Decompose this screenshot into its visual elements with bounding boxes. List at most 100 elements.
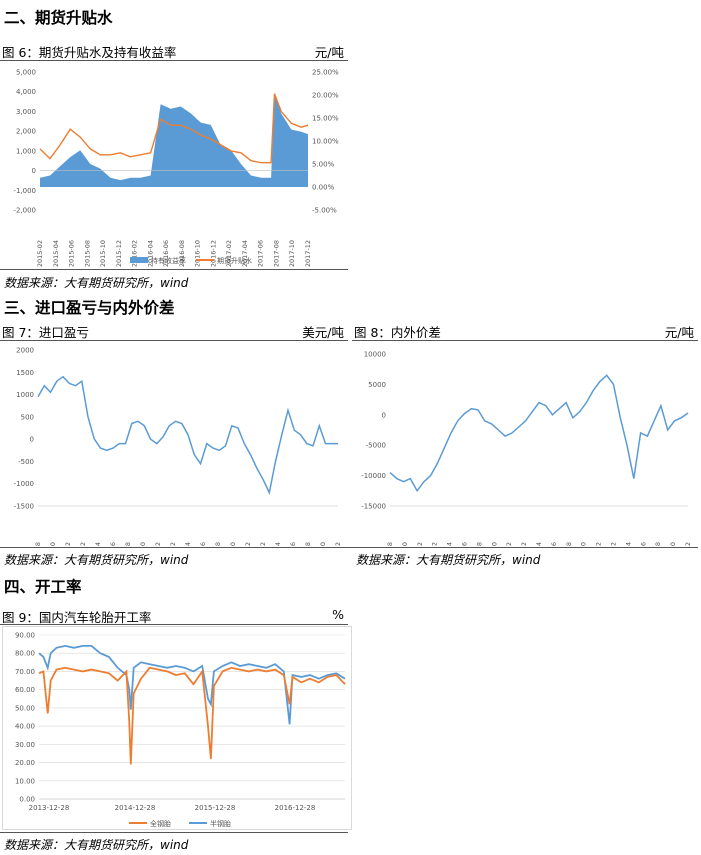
x-tick-label: 2015-12-28 xyxy=(195,804,236,812)
y-tick-label: 80.00 xyxy=(15,650,35,658)
figure-6-unit: 元/吨 xyxy=(314,45,344,60)
legend-label-semi-steel: 半钢胎 xyxy=(210,819,231,828)
x-tick-label: 2015-10 xyxy=(99,240,107,267)
x-tick-label: 2015-6 xyxy=(109,542,117,546)
series-line-import-profit xyxy=(37,375,338,495)
x-tick-label: 2017-2 xyxy=(610,542,618,546)
x-tick-label: 2016-12 xyxy=(244,542,252,546)
y-tick-label: 40.00 xyxy=(15,723,35,731)
x-tick-label: 2014-10 xyxy=(49,542,57,546)
x-tick-label: 2017-04 xyxy=(241,240,249,267)
y-tick-label: 2000 xyxy=(16,347,34,355)
x-tick-label: 2015-04 xyxy=(52,240,60,267)
x-tick-label: 2015-10 xyxy=(490,542,498,546)
source-note-fig8: 数据来源：大有期货研究所，wind xyxy=(356,553,541,567)
x-tick-label: 2017-12 xyxy=(684,542,692,546)
series-line-semi-steel xyxy=(38,644,346,725)
x-tick-label: 2015-06 xyxy=(68,240,76,267)
figure-6-title: 图 6：期货升贴水及持有收益率 xyxy=(2,45,177,60)
x-tick-label: 2016-10 xyxy=(580,542,588,546)
legend-label-all-steel: 全钢胎 xyxy=(150,819,171,828)
x-tick-label: 2016-02 xyxy=(131,240,139,267)
x-tick-label: 2016-6 xyxy=(199,542,207,546)
y2-tick-label: 25.00% xyxy=(312,69,339,77)
x-tick-label: 2015-2 xyxy=(79,542,87,546)
x-tick-label: 2014-12 xyxy=(416,542,424,546)
y-tick-label: 10.00 xyxy=(15,777,35,785)
section-heading-import-profit: 三、进口盈亏与内外价差 xyxy=(4,299,175,317)
figure-9-top-rule xyxy=(0,624,348,625)
x-tick-label: 2017-6 xyxy=(289,542,297,546)
figure-8-title: 图 8：内外价差 xyxy=(354,325,441,340)
y-tick-label: 500 xyxy=(21,413,34,421)
x-tick-label: 2017-8 xyxy=(654,542,662,546)
legend-label-holding-yield: 持有收益率 xyxy=(151,256,186,265)
source-note-fig7: 数据来源：大有期货研究所，wind xyxy=(4,553,189,567)
y-tick-label: 50.00 xyxy=(15,704,35,712)
x-tick-label: 2016-8 xyxy=(565,542,573,546)
x-tick-label: 2017-10 xyxy=(319,542,327,546)
x-tick-label: 2017-2 xyxy=(259,542,267,546)
x-tick-label: 2017-10 xyxy=(288,240,296,267)
x-tick-label: 2017-6 xyxy=(639,542,647,546)
y-tick-label: 5,000 xyxy=(16,69,36,77)
y-tick-label: 30.00 xyxy=(15,741,35,749)
figure-6-header: 图 6：期货升贴水及持有收益率 元/吨 xyxy=(0,40,348,60)
figure-6-top-rule xyxy=(0,60,348,61)
y-tick-label: 3,000 xyxy=(16,108,36,116)
series-area-holding-yield xyxy=(40,92,308,187)
x-tick-label: 2016-6 xyxy=(550,542,558,546)
x-tick-label: 2017-12 xyxy=(334,542,342,546)
y2-tick-label: 0.00% xyxy=(312,184,335,192)
x-tick-label: 2017-06 xyxy=(257,240,265,267)
y-tick-label: 0 xyxy=(30,436,34,444)
x-tick-label: 2017-10 xyxy=(669,542,677,546)
x-tick-label: 2017-4 xyxy=(624,542,632,546)
x-tick-label: 2014-12-28 xyxy=(115,804,156,812)
y-tick-label: 0 xyxy=(382,411,386,419)
x-tick-label: 2017-12 xyxy=(304,240,312,267)
x-tick-label: 2015-8 xyxy=(124,542,132,546)
source-note-fig6: 数据来源：大有期货研究所，wind xyxy=(4,276,189,290)
y-tick-label: -1,000 xyxy=(13,187,36,195)
y-tick-label: 90.00 xyxy=(15,632,35,640)
figure-6-chart: 5,000 4,000 3,000 2,000 1,000 0 -1,000 -2,000 25… xyxy=(13,69,339,268)
y2-tick-label: 10.00% xyxy=(312,138,339,146)
section-heading-futures-basis: 二、期货升贴水 xyxy=(4,9,113,27)
x-tick-label: 2015-4 xyxy=(94,542,102,546)
y2-tick-label: 15.00% xyxy=(312,115,339,123)
x-tick-label: 2015-4 xyxy=(446,542,454,546)
x-tick-label: 2015-2 xyxy=(431,542,439,546)
x-tick-label: 2013-12-28 xyxy=(29,804,70,812)
figure-9-title: 图 9：国内汽车轮胎开工率 xyxy=(2,610,152,625)
x-tick-label: 2016-10 xyxy=(194,240,202,267)
figure-6-bottom-rule xyxy=(0,269,348,270)
y-tick-label: 4,000 xyxy=(16,88,36,96)
x-tick-label: 2015-6 xyxy=(461,542,469,546)
x-tick-label: 2017-4 xyxy=(274,542,282,546)
y2-tick-label: 20.00% xyxy=(312,92,339,100)
x-tick-label: 2016-2 xyxy=(520,542,528,546)
figure-8-header: 图 8：内外价差 元/吨 xyxy=(352,320,698,340)
figure-7-unit: 美元/吨 xyxy=(302,325,344,340)
figure-7-title: 图 7：进口盈亏 xyxy=(2,325,89,340)
series-line-price-spread xyxy=(389,374,689,493)
figure-7-top-rule xyxy=(0,340,348,341)
y-tick-label: 70.00 xyxy=(15,668,35,676)
y-tick-label: 20.00 xyxy=(15,759,35,767)
x-tick-label: 2016-4 xyxy=(184,542,192,546)
x-tick-label: 2015-02 xyxy=(36,240,44,267)
x-tick-label: 2015-12 xyxy=(115,240,123,267)
x-tick-label: 2016-12 xyxy=(209,240,217,267)
y-tick-label: -10000 xyxy=(361,472,386,480)
x-tick-label: 2016-08 xyxy=(178,240,186,267)
figure-7-header: 图 7：进口盈亏 美元/吨 xyxy=(0,320,348,340)
series-line-basis xyxy=(39,93,309,164)
x-tick-label: 2015-8 xyxy=(475,542,483,546)
x-tick-label: 2016-04 xyxy=(146,240,154,267)
y-tick-label: -500 xyxy=(18,458,34,466)
series-line-all-steel xyxy=(38,666,346,765)
x-tick-label: 2016-2 xyxy=(169,542,177,546)
y-tick-label: 0.00 xyxy=(19,796,35,804)
x-tick-label: 2014-12 xyxy=(64,542,72,546)
